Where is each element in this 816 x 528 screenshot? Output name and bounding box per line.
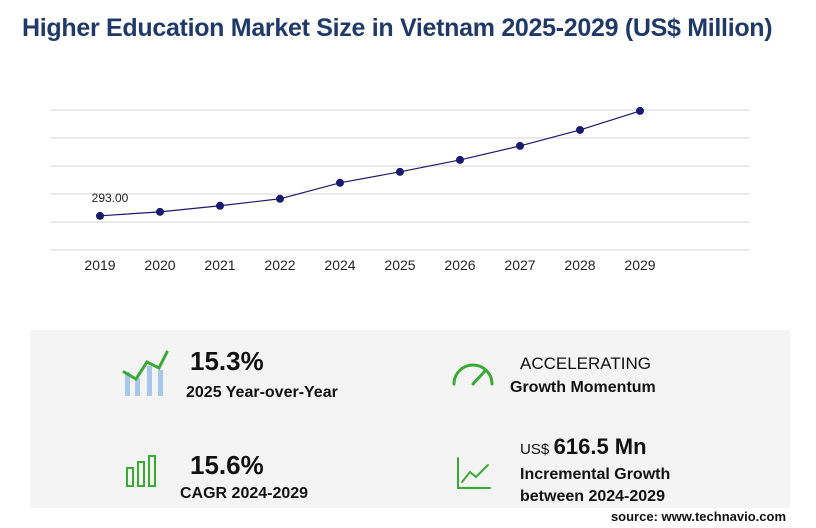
chart-title: Higher Education Market Size in Vietnam …	[22, 14, 773, 42]
icon	[137, 461, 145, 487]
x-tick-label: 2022	[264, 257, 295, 273]
point	[216, 201, 224, 210]
stats-panel	[30, 330, 790, 508]
line	[99, 110, 641, 217]
icon	[471, 369, 487, 386]
point	[96, 211, 104, 220]
icon	[158, 370, 163, 396]
x-tick-label: 2019	[84, 257, 115, 273]
icon	[147, 366, 152, 396]
x-tick-label: 2029	[624, 257, 655, 273]
icon	[126, 467, 134, 487]
stat-label: between 2024-2029	[520, 488, 665, 505]
stat-label: 2025 Year-over-Year	[186, 384, 338, 401]
stat-label: Incremental Growth	[520, 466, 671, 483]
icon	[122, 350, 169, 382]
point	[636, 106, 644, 115]
icon	[452, 363, 494, 386]
stat-value: 15.6%	[190, 450, 264, 480]
x-tick-label: 2028	[564, 257, 595, 273]
icon	[135, 378, 140, 396]
x-tick-label: 2020	[144, 257, 175, 273]
x-tick-label: 2024	[324, 257, 355, 273]
stat-value: 15.3%	[190, 346, 264, 376]
point	[576, 125, 584, 134]
icon	[461, 464, 489, 483]
icons	[122, 350, 494, 489]
source: source: www.technavio.com	[610, 509, 786, 524]
point	[456, 155, 464, 164]
stat-value: US$ 616.5 Mn	[520, 434, 647, 460]
stat-value: ACCELERATING	[520, 354, 651, 373]
stat-label: CAGR 2024-2029	[180, 485, 309, 502]
stat-currency: US$	[520, 441, 550, 458]
x-tick-label: 2027	[504, 257, 535, 273]
icon	[148, 455, 156, 487]
point	[396, 167, 404, 176]
icon	[457, 457, 491, 489]
point	[516, 141, 524, 150]
point	[276, 194, 284, 203]
point	[336, 178, 344, 187]
value-label: 293.00	[92, 191, 129, 205]
x-tick-label: 2025	[384, 257, 415, 273]
stat-label: Growth Momentum	[510, 379, 656, 396]
x-tick-label: 2026	[444, 257, 475, 273]
stat-value: 616.5 Mn	[553, 434, 647, 459]
x-tick-label: 2021	[204, 257, 235, 273]
point	[156, 207, 164, 216]
icon	[125, 372, 130, 396]
